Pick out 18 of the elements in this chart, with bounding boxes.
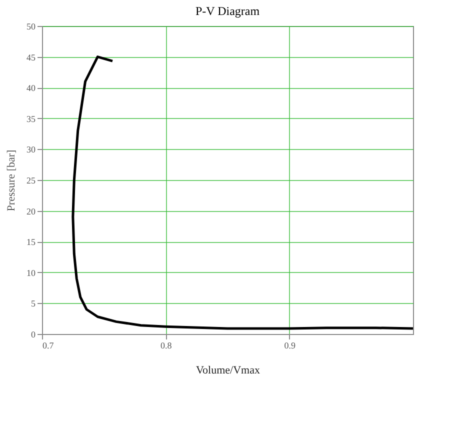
- line-series: [72, 56, 414, 330]
- y-tick-label: 45: [26, 52, 36, 62]
- y-tick-label: 20: [26, 206, 36, 216]
- y-tick-label: 50: [26, 22, 36, 32]
- chart-title: P-V Diagram: [195, 4, 260, 18]
- x-axis-title: Volume/Vmax: [196, 364, 260, 376]
- x-tick-label: 0.7: [42, 340, 54, 350]
- y-tick-label: 10: [26, 268, 36, 278]
- y-tick-label: 15: [26, 237, 36, 248]
- x-tick-label: 0.9: [284, 340, 296, 350]
- y-tick-label: 40: [26, 83, 36, 94]
- y-tick-label: 5: [31, 298, 36, 309]
- y-axis-title: Pressure [bar]: [6, 150, 18, 212]
- x-tick-label: 0.8: [160, 340, 172, 350]
- y-tick-label: 25: [26, 176, 36, 186]
- y-tick-label: 35: [26, 114, 36, 124]
- y-tick-label: 30: [26, 144, 36, 155]
- y-tick-label: 0: [31, 330, 36, 340]
